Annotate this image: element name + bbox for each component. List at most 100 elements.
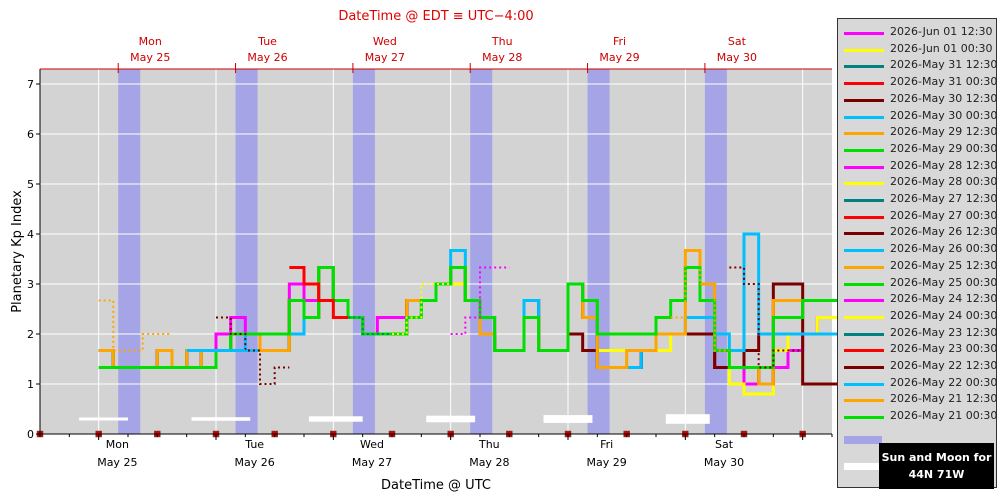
legend-label: 2026-May 25 00:30 (890, 275, 998, 289)
moon-bar (665, 414, 710, 424)
moon-bar (191, 417, 251, 421)
legend-swatch (844, 48, 884, 52)
legend-label: 2026-May 27 00:30 (890, 208, 998, 222)
series-line-7 (98, 266, 847, 369)
legend-label: 2026-May 22 00:30 (890, 375, 998, 389)
legend-swatch (844, 199, 884, 202)
legend-label: 2026-May 26 12:30 (890, 225, 998, 239)
legend-item: 2026-May 23 00:30 (844, 342, 998, 358)
moon-bar (79, 417, 128, 421)
legend-item: 2026-May 21 00:30 (844, 409, 998, 425)
moon-bar (543, 415, 593, 423)
top-tick-day-label: Sat (728, 35, 747, 48)
legend-swatch (844, 315, 884, 319)
legend-label: 2026-Jun 01 00:30 (890, 41, 993, 55)
moon-bar (426, 415, 476, 423)
legend-swatch (844, 132, 884, 136)
legend-label: 2026-May 23 12:30 (890, 325, 998, 339)
legend-label: 2026-May 26 00:30 (890, 242, 998, 256)
y-tick-label: 6 (27, 128, 34, 141)
top-tick-date-label: May 30 (717, 51, 757, 64)
legend-item: 2026-May 23 12:30 (844, 325, 998, 342)
night-band (470, 69, 493, 434)
legend-item: 2026-Jun 01 12:30 (844, 25, 994, 41)
legend-item: 2026-May 27 00:30 (844, 208, 998, 225)
top-tick-date-label: May 28 (482, 51, 522, 64)
x-tick-date-label: May 30 (704, 456, 744, 469)
legend-swatch (844, 249, 884, 253)
legend-item: 2026-May 22 12:30 (844, 359, 998, 375)
legend-swatch (844, 382, 884, 386)
x-tick-day-label: Wed (360, 438, 384, 451)
legend-label: 2026-May 23 00:30 (890, 342, 998, 356)
legend-label: 2026-May 25 12:30 (890, 258, 998, 272)
y-tick-label: 0 (27, 428, 34, 441)
legend-label: 2026-May 31 12:30 (890, 58, 998, 72)
legend-item: 2026-May 28 12:30 (844, 159, 997, 175)
x-tick-date-label: May 29 (587, 456, 627, 469)
top-tick-day-label: Fri (613, 35, 626, 48)
top-tick-day-label: Thu (491, 35, 513, 48)
legend-item: 2026-May 25 00:30 (844, 275, 998, 292)
y-tick-label: 4 (27, 228, 34, 241)
legend-item: 2026-May 29 00:30 (844, 142, 997, 158)
legend-swatch (844, 232, 884, 236)
legend-label: 2026-May 21 00:30 (890, 409, 998, 423)
x-tick-day-label: Thu (478, 438, 500, 451)
sun-moon-line-1: Sun and Moon for (881, 451, 992, 464)
legend-item: 2026-May 26 12:30 (844, 225, 998, 241)
legend-item: 2026-May 30 00:30 (844, 108, 998, 125)
legend-label: 2026-May 28 00:30 (890, 175, 998, 189)
legend-item: 2026-May 31 00:30 (844, 75, 998, 91)
y-tick-label: 1 (27, 378, 34, 391)
x-tick-date-label: May 27 (352, 456, 392, 469)
legend-swatch (844, 32, 884, 35)
night-band (118, 69, 141, 434)
series-line-15 (670, 249, 730, 352)
legend-swatch (844, 299, 884, 303)
legend-swatch (844, 148, 884, 152)
legend-item: 2026-May 24 12:30 (844, 292, 997, 308)
legend-item: 2026-May 21 12:30 (844, 392, 998, 408)
sun-moon-line-2: 44N 71W (908, 468, 965, 481)
legend-night-swatch (844, 436, 882, 444)
legend-swatch (844, 98, 884, 102)
series-line-11 (289, 266, 348, 319)
legend-item: 2026-May 24 00:30 (844, 309, 997, 325)
top-tick-day-label: Wed (373, 35, 397, 48)
series-line-9 (392, 283, 451, 335)
x-tick-date-label: May 25 (97, 456, 137, 469)
y-tick-label: 7 (27, 78, 34, 91)
legend-item: 2026-May 22 00:30 (844, 375, 998, 392)
legend-label: 2026-May 30 00:30 (890, 108, 998, 122)
legend-swatch (844, 215, 884, 219)
legend-label: 2026-May 22 12:30 (890, 359, 998, 372)
night-band (235, 69, 258, 434)
legend-swatch (844, 332, 884, 336)
legend-label: 2026-May 27 12:30 (890, 192, 998, 205)
top-tick-day-label: Tue (257, 35, 277, 48)
top-tick-date-label: May 29 (599, 51, 639, 64)
legend-label: 2026-May 21 12:30 (890, 392, 998, 406)
legend-item: 2026-May 30 12:30 (844, 92, 997, 108)
night-band (587, 69, 610, 434)
legend-label: 2026-Jun 01 12:30 (890, 25, 993, 38)
legend-swatch (844, 182, 884, 186)
y-tick-label: 2 (27, 328, 34, 341)
x-tick-day-label: Sat (715, 438, 734, 451)
legend-swatch (844, 349, 884, 353)
legend-item: 2026-Jun 01 00:30 (844, 42, 994, 58)
x-tick-date-label: May 28 (469, 456, 509, 469)
legend-label: 2026-May 31 00:30 (890, 75, 998, 89)
legend-swatch (844, 65, 884, 69)
series-line-14 (98, 299, 172, 352)
legend-item: 2026-May 29 12:30 (844, 125, 997, 141)
top-tick-day-label: Mon (139, 35, 162, 48)
legend-item: 2026-May 27 12:30 (844, 192, 998, 208)
legend-item: 2026-May 31 12:30 (844, 58, 998, 74)
chart-title: DateTime @ EDT ≡ UTC−4:00 (338, 9, 533, 24)
series-line-16 (729, 266, 803, 369)
legend-swatch (844, 366, 884, 369)
legend-swatch (844, 265, 884, 269)
